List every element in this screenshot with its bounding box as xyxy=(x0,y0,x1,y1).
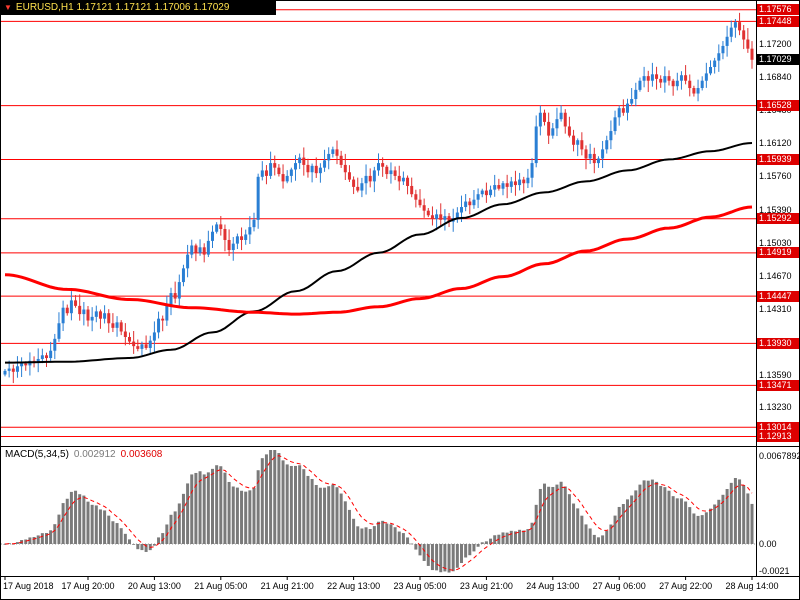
price-level-badge: 1.16528 xyxy=(757,100,799,112)
price-level-badge: 1.14919 xyxy=(757,247,799,259)
macd-signal-value: 0.003608 xyxy=(120,449,163,460)
time-axis-label: 28 Aug 14:00 xyxy=(725,581,779,591)
price-axis-label: 1.17200 xyxy=(759,39,792,50)
time-axis-label: 21 Aug 21:00 xyxy=(260,581,314,591)
chart-marker-icon: ▼ xyxy=(4,3,12,12)
price-level-badge: 1.15292 xyxy=(757,213,799,225)
time-axis-label: 27 Aug 06:00 xyxy=(592,581,646,591)
price-level-badge: 1.15939 xyxy=(757,154,799,166)
macd-scale-label: -0.0021 xyxy=(759,566,790,577)
time-axis-label: 17 Aug 20:00 xyxy=(61,581,115,591)
time-axis-label: 22 Aug 13:00 xyxy=(327,581,381,591)
symbol-info-bar: ▼ EURUSD,H1 1.17121 1.17121 1.17006 1.17… xyxy=(1,1,276,15)
ma-black-line xyxy=(5,142,753,364)
price-level-badge: 1.17448 xyxy=(757,15,799,27)
price-axis-label: 1.15390 xyxy=(759,204,792,215)
price-axis-label: 1.16120 xyxy=(759,137,792,148)
macd-scale-label: 0.0067892 xyxy=(759,451,800,461)
price-axis-label: 1.15030 xyxy=(759,237,792,248)
macd-histogram xyxy=(3,450,754,573)
price-level-badge: 1.14447 xyxy=(757,290,799,302)
price-level-badge: 1.12913 xyxy=(757,430,799,442)
price-axis-label: 1.13590 xyxy=(759,369,792,380)
price-level-badge: 1.17576 xyxy=(757,4,799,16)
time-axis-label: 17 Aug 2018 xyxy=(3,581,54,591)
price-axis[interactable]: 1.172001.168401.164801.161201.157601.153… xyxy=(757,1,800,577)
macd-main-value: 0.002912 xyxy=(73,449,116,460)
price-axis-label: 1.15760 xyxy=(759,170,792,181)
time-axis-label: 23 Aug 05:00 xyxy=(393,581,447,591)
price-level-badge: 1.13930 xyxy=(757,337,799,349)
price-axis-label: 1.14670 xyxy=(759,270,792,281)
current-price-badge: 1.17029 xyxy=(757,54,799,66)
candlestick-series xyxy=(3,12,754,384)
price-axis-label: 1.16840 xyxy=(759,72,792,83)
price-level-badge: 1.13014 xyxy=(757,421,799,433)
ma-red-line xyxy=(4,205,753,316)
time-axis-label: 23 Aug 21:00 xyxy=(459,581,513,591)
price-axis-label: 1.13230 xyxy=(759,402,792,413)
price-level-badge: 1.13471 xyxy=(757,379,799,391)
macd-signal-line xyxy=(4,455,753,571)
macd-indicator-label: MACD(5,34,5) 0.002912 0.003608 xyxy=(5,449,162,461)
time-axis[interactable]: 17 Aug 2018 17 Aug 20:00 20 Aug 13:00 21 Au… xyxy=(1,577,799,599)
time-axis-label: 27 Aug 22:00 xyxy=(659,581,713,591)
time-axis-label: 24 Aug 13:00 xyxy=(526,581,580,591)
macd-name-label: MACD(5,34,5) xyxy=(5,449,69,460)
time-axis-label: 21 Aug 05:00 xyxy=(194,581,248,591)
symbol-ohlc-label: EURUSD,H1 1.17121 1.17121 1.17006 1.1702… xyxy=(15,2,230,13)
macd-scale-label: 0.00 xyxy=(759,539,777,549)
price-axis-label: 1.14310 xyxy=(759,303,792,314)
time-axis-label: 20 Aug 13:00 xyxy=(127,581,181,591)
level-lines xyxy=(1,9,756,437)
